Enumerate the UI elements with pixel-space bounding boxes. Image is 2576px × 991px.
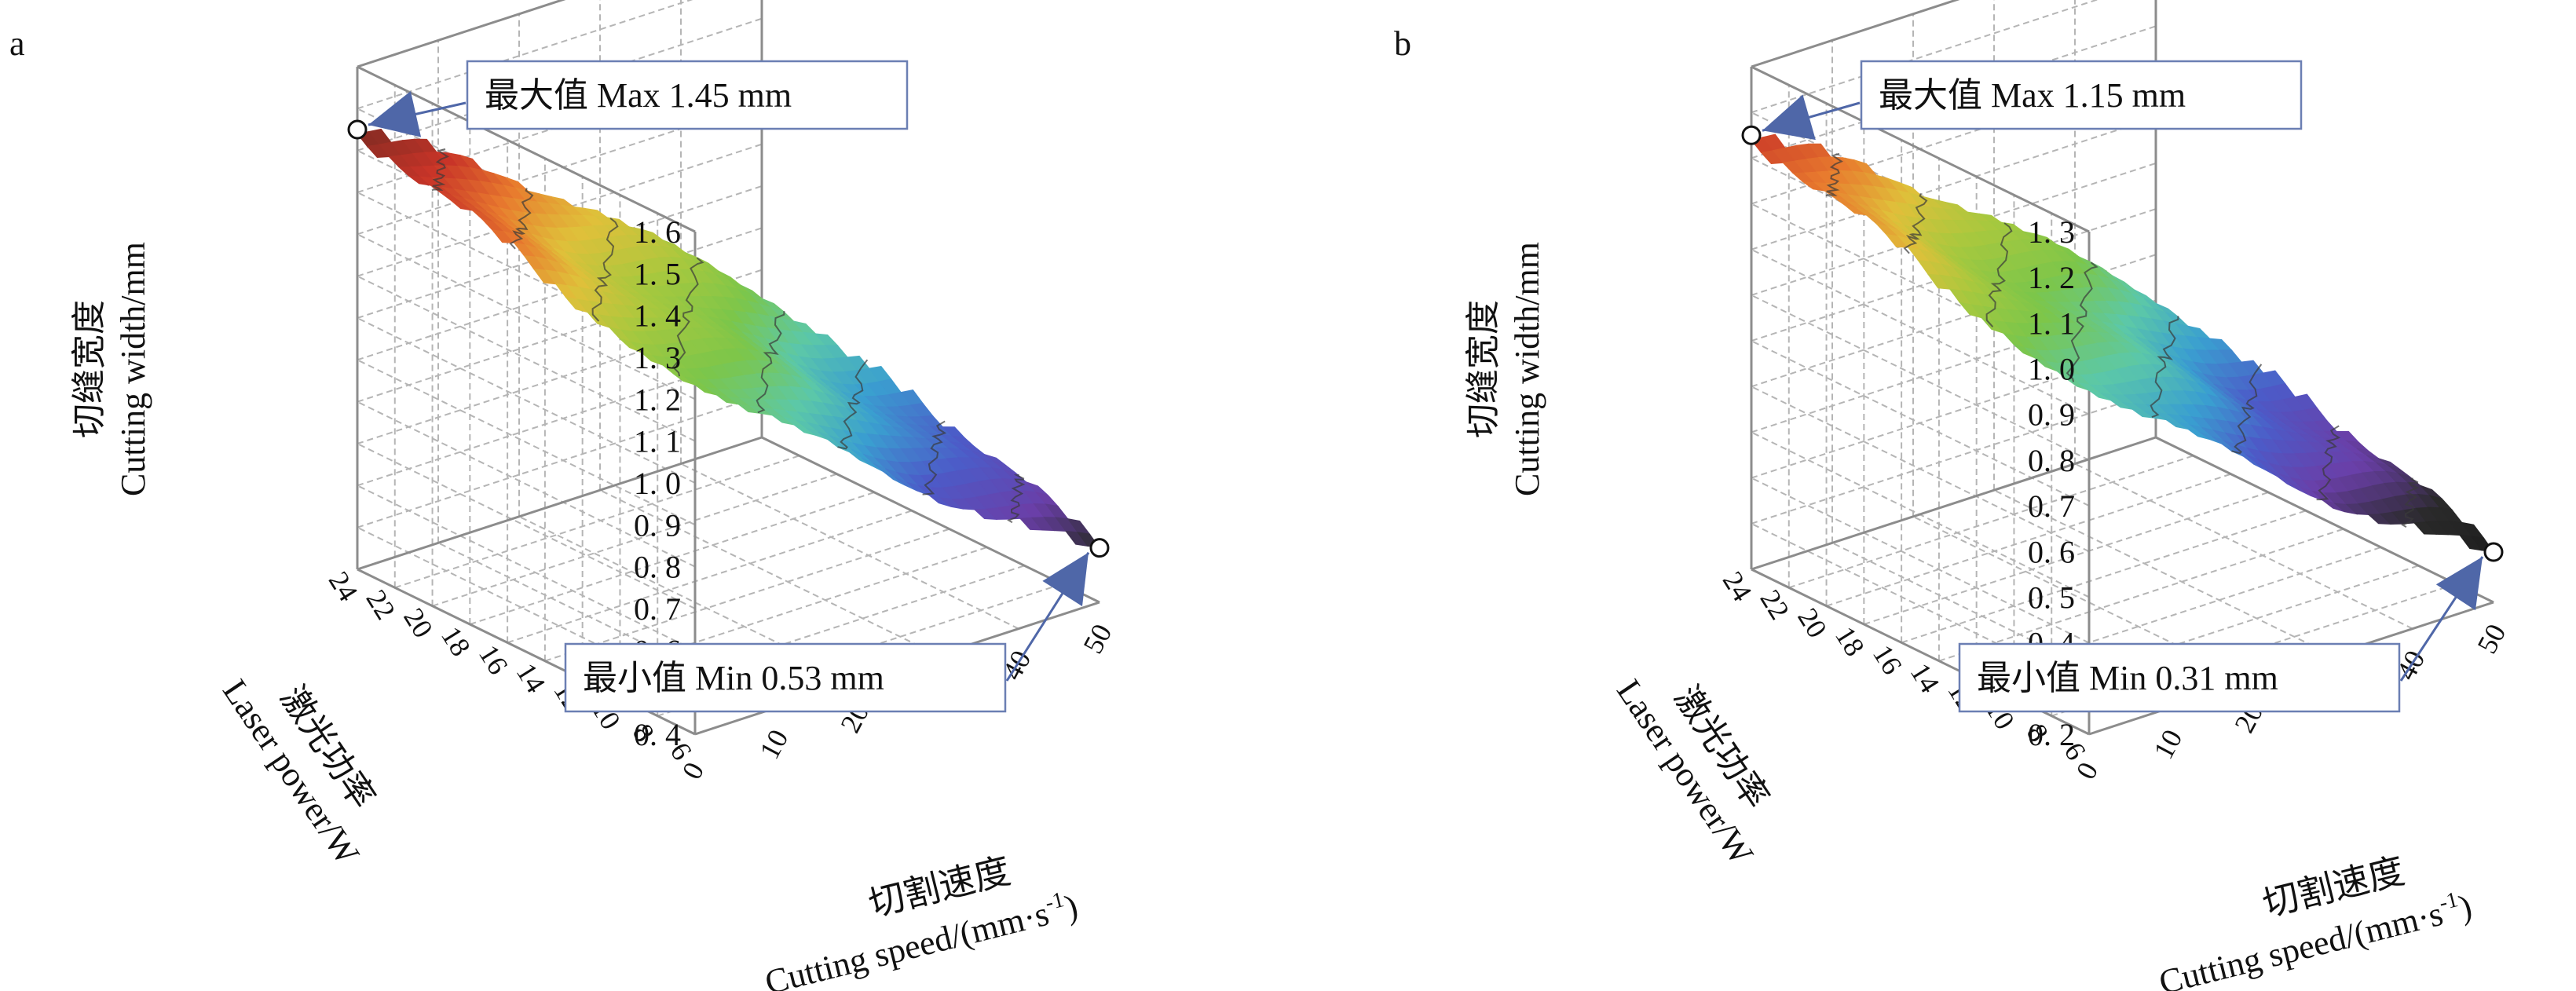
svg-text:Cutting width/mm: Cutting width/mm (1508, 242, 1546, 496)
x-tick-label: 50 (1077, 619, 1118, 659)
z-tick-label: 0. 4 (634, 717, 681, 752)
contour-lines (1825, 152, 2420, 528)
chart-panel-a: a0. 40. 50. 60. 70. 80. 91. 01. 11. 21. … (9, 0, 1118, 991)
y-tick-label: 16 (1867, 639, 1908, 680)
z-tick-label: 1. 3 (2028, 214, 2075, 250)
z-tick-label: 0. 8 (2028, 443, 2075, 478)
svg-text:Cutting width/mm: Cutting width/mm (114, 242, 152, 496)
contour-lines (431, 148, 1026, 524)
y-tick-label: 22 (1754, 584, 1795, 625)
y-tick-label: 16 (473, 639, 514, 680)
max-annotation: 最大值 Max 1.45 mm (347, 60, 909, 140)
z-tick-labels: 0. 20. 30. 40. 50. 60. 70. 80. 91. 01. 1… (2028, 214, 2075, 752)
z-tick-label: 1. 2 (2028, 260, 2075, 295)
z-tick-label: 0. 7 (2028, 488, 2075, 524)
min-label: 最小值 Min 0.31 mm (1977, 659, 2278, 697)
z-tick-label: 0. 9 (634, 507, 681, 543)
y-tick-label: 14 (510, 657, 552, 698)
z-axis-title: 切缝宽度 Cutting width/mm (70, 242, 152, 496)
y-tick-label: 14 (1905, 657, 1946, 698)
y-tick-label: 24 (1717, 566, 1758, 607)
z-tick-label: 1. 3 (634, 340, 681, 375)
x-tick-label: 10 (753, 724, 794, 764)
z-tick-label: 1. 2 (634, 382, 681, 417)
y-tick-label: 20 (1791, 602, 1833, 643)
x-tick-label: 10 (2147, 724, 2188, 764)
y-tick-label: 22 (360, 584, 401, 625)
z-tick-label: 1. 1 (2028, 305, 2075, 341)
surface (357, 128, 1101, 549)
x-tick-label: 0 (676, 757, 711, 784)
z-tick-label: 1. 0 (2028, 352, 2075, 387)
max-label: 最大值 Max 1.15 mm (1879, 76, 2186, 115)
z-tick-label: 0. 6 (2028, 534, 2075, 569)
x-tick-label: 50 (2471, 619, 2512, 659)
z-tick-label: 0. 5 (2028, 580, 2075, 615)
z-tick-label: 1. 6 (634, 214, 681, 250)
svg-text:切缝宽度: 切缝宽度 (1464, 300, 1502, 438)
z-tick-label: 1. 0 (634, 466, 681, 501)
z-axis-title: 切缝宽度 Cutting width/mm (1464, 242, 1546, 496)
panel-letter: a (9, 24, 25, 63)
min-marker (1089, 538, 1110, 558)
z-tick-label: 1. 5 (634, 256, 681, 291)
min-marker (2483, 542, 2504, 562)
y-tick-label: 24 (323, 566, 364, 607)
max-marker (347, 119, 368, 140)
y-tick-label: 18 (435, 621, 477, 662)
min-annotation: 最小值 Min 0.31 mm (1958, 542, 2504, 713)
max-annotation: 最大值 Max 1.15 mm (1741, 60, 2303, 145)
z-tick-label: 0. 9 (2028, 397, 2075, 433)
max-label: 最大值 Max 1.45 mm (485, 76, 792, 115)
min-label: 最小值 Min 0.53 mm (583, 659, 884, 697)
z-tick-label: 0. 8 (634, 550, 681, 585)
min-annotation: 最小值 Min 0.53 mm (564, 538, 1110, 713)
svg-text:切缝宽度: 切缝宽度 (70, 300, 108, 438)
z-tick-label: 1. 4 (634, 298, 681, 334)
z-tick-label: 0. 7 (634, 591, 681, 627)
z-tick-label: 1. 1 (634, 424, 681, 459)
surface (1751, 133, 2495, 553)
x-tick-label: 0 (2070, 757, 2105, 784)
panel-letter: b (1394, 24, 1411, 63)
max-marker (1741, 125, 1762, 145)
y-tick-label: 20 (397, 602, 439, 643)
y-tick-label: 18 (1829, 621, 1871, 662)
z-tick-label: 0. 2 (2028, 717, 2075, 752)
chart-panel-b: b0. 20. 30. 40. 50. 60. 70. 80. 91. 01. … (1394, 0, 2512, 991)
